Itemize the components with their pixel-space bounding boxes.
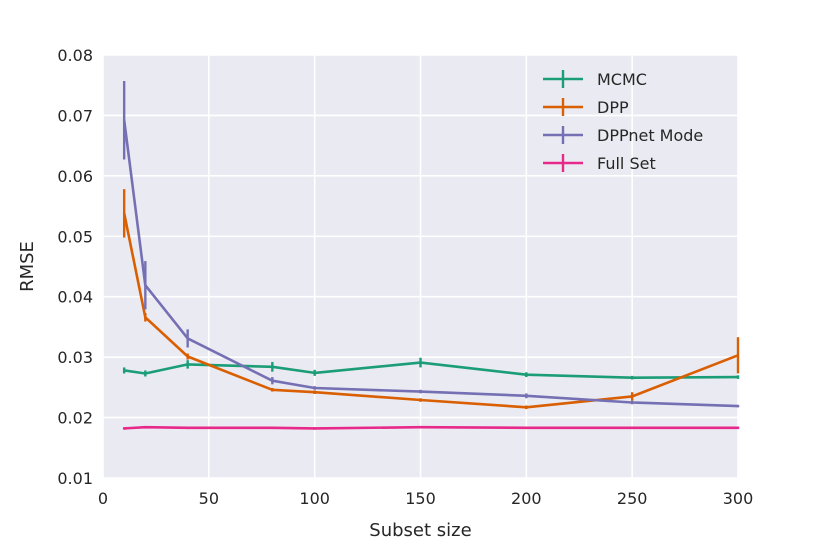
legend-label: DPP — [597, 98, 629, 117]
mcmc-point — [313, 371, 316, 375]
legend-item-full-set: Full Set — [543, 154, 656, 173]
legend: MCMC DPP DPPnet Mode Full Set — [543, 70, 703, 173]
dppnet-mode-point — [144, 284, 147, 287]
x-tick-label: 150 — [405, 489, 436, 508]
full-set-point — [144, 426, 147, 429]
legend-item-dppnet-mode: DPPnet Mode — [543, 126, 703, 145]
mcmc-point — [271, 365, 274, 369]
grid-lines — [102, 54, 739, 479]
x-tick-label: 200 — [511, 489, 542, 508]
dpp-point — [144, 316, 147, 319]
x-tick-label: 300 — [723, 489, 754, 508]
x-tick-label: 250 — [617, 489, 648, 508]
dppnet-mode-point — [313, 386, 316, 390]
dppnet-mode-point — [736, 404, 740, 408]
y-tick-label: 0.03 — [57, 348, 93, 367]
legend-label: DPPnet Mode — [597, 126, 703, 145]
series-mcmc — [122, 357, 740, 380]
dpp-point — [419, 398, 422, 402]
full-set-point — [271, 426, 274, 430]
y-tick-labels: 0.01 0.02 0.03 0.04 0.05 0.06 0.07 0.08 — [57, 46, 93, 488]
full-set-point — [122, 427, 126, 430]
dppnet-mode-point — [525, 394, 528, 398]
mcmc-point — [630, 376, 634, 379]
full-set-point — [186, 426, 189, 430]
mcmc-point — [525, 373, 528, 376]
x-axis-label: Subset size — [369, 520, 471, 541]
mcmc-point — [186, 363, 189, 366]
dpp-point — [630, 395, 634, 398]
series-group — [122, 80, 740, 430]
mcmc-point — [144, 372, 147, 375]
mcmc-point — [122, 369, 126, 372]
dppnet-mode-point — [186, 337, 189, 340]
full-set-point — [630, 426, 634, 430]
y-tick-label: 0.04 — [57, 288, 93, 307]
y-tick-label: 0.08 — [57, 46, 93, 65]
y-axis-label: RMSE — [17, 241, 38, 292]
full-set-point — [313, 427, 316, 430]
dpp-point — [122, 212, 126, 215]
x-tick-label: 50 — [199, 489, 219, 508]
legend-label: Full Set — [597, 154, 656, 173]
dpp-point — [313, 390, 316, 394]
mcmc-point — [419, 361, 422, 364]
legend-item-mcmc: MCMC — [543, 70, 647, 89]
legend-label: MCMC — [597, 70, 647, 89]
dpp-point — [186, 355, 189, 358]
dppnet-mode-point — [122, 119, 126, 122]
x-tick-label: 100 — [299, 489, 330, 508]
dppnet-mode-point — [271, 379, 274, 382]
y-tick-label: 0.07 — [57, 106, 93, 125]
full-set-point — [736, 426, 740, 430]
dpp-point — [736, 354, 740, 357]
y-tick-label: 0.02 — [57, 409, 93, 428]
y-tick-label: 0.01 — [57, 469, 93, 488]
y-tick-label: 0.06 — [57, 167, 93, 186]
full-set-point — [525, 426, 528, 430]
x-tick-labels: 0 50 100 150 200 250 300 — [98, 489, 753, 508]
y-tick-label: 0.05 — [57, 227, 93, 246]
legend-item-dpp: DPP — [543, 98, 629, 117]
dpp-point — [271, 388, 274, 391]
series-dppnet-mode — [122, 80, 740, 408]
dppnet-mode-point — [630, 401, 634, 404]
dpp-point — [525, 406, 528, 409]
series-full-set — [122, 425, 740, 430]
dppnet-mode-point — [419, 390, 422, 393]
full-set-line — [124, 425, 738, 430]
x-tick-label: 0 — [98, 489, 108, 508]
mcmc-point — [736, 375, 740, 379]
full-set-point — [419, 426, 422, 429]
